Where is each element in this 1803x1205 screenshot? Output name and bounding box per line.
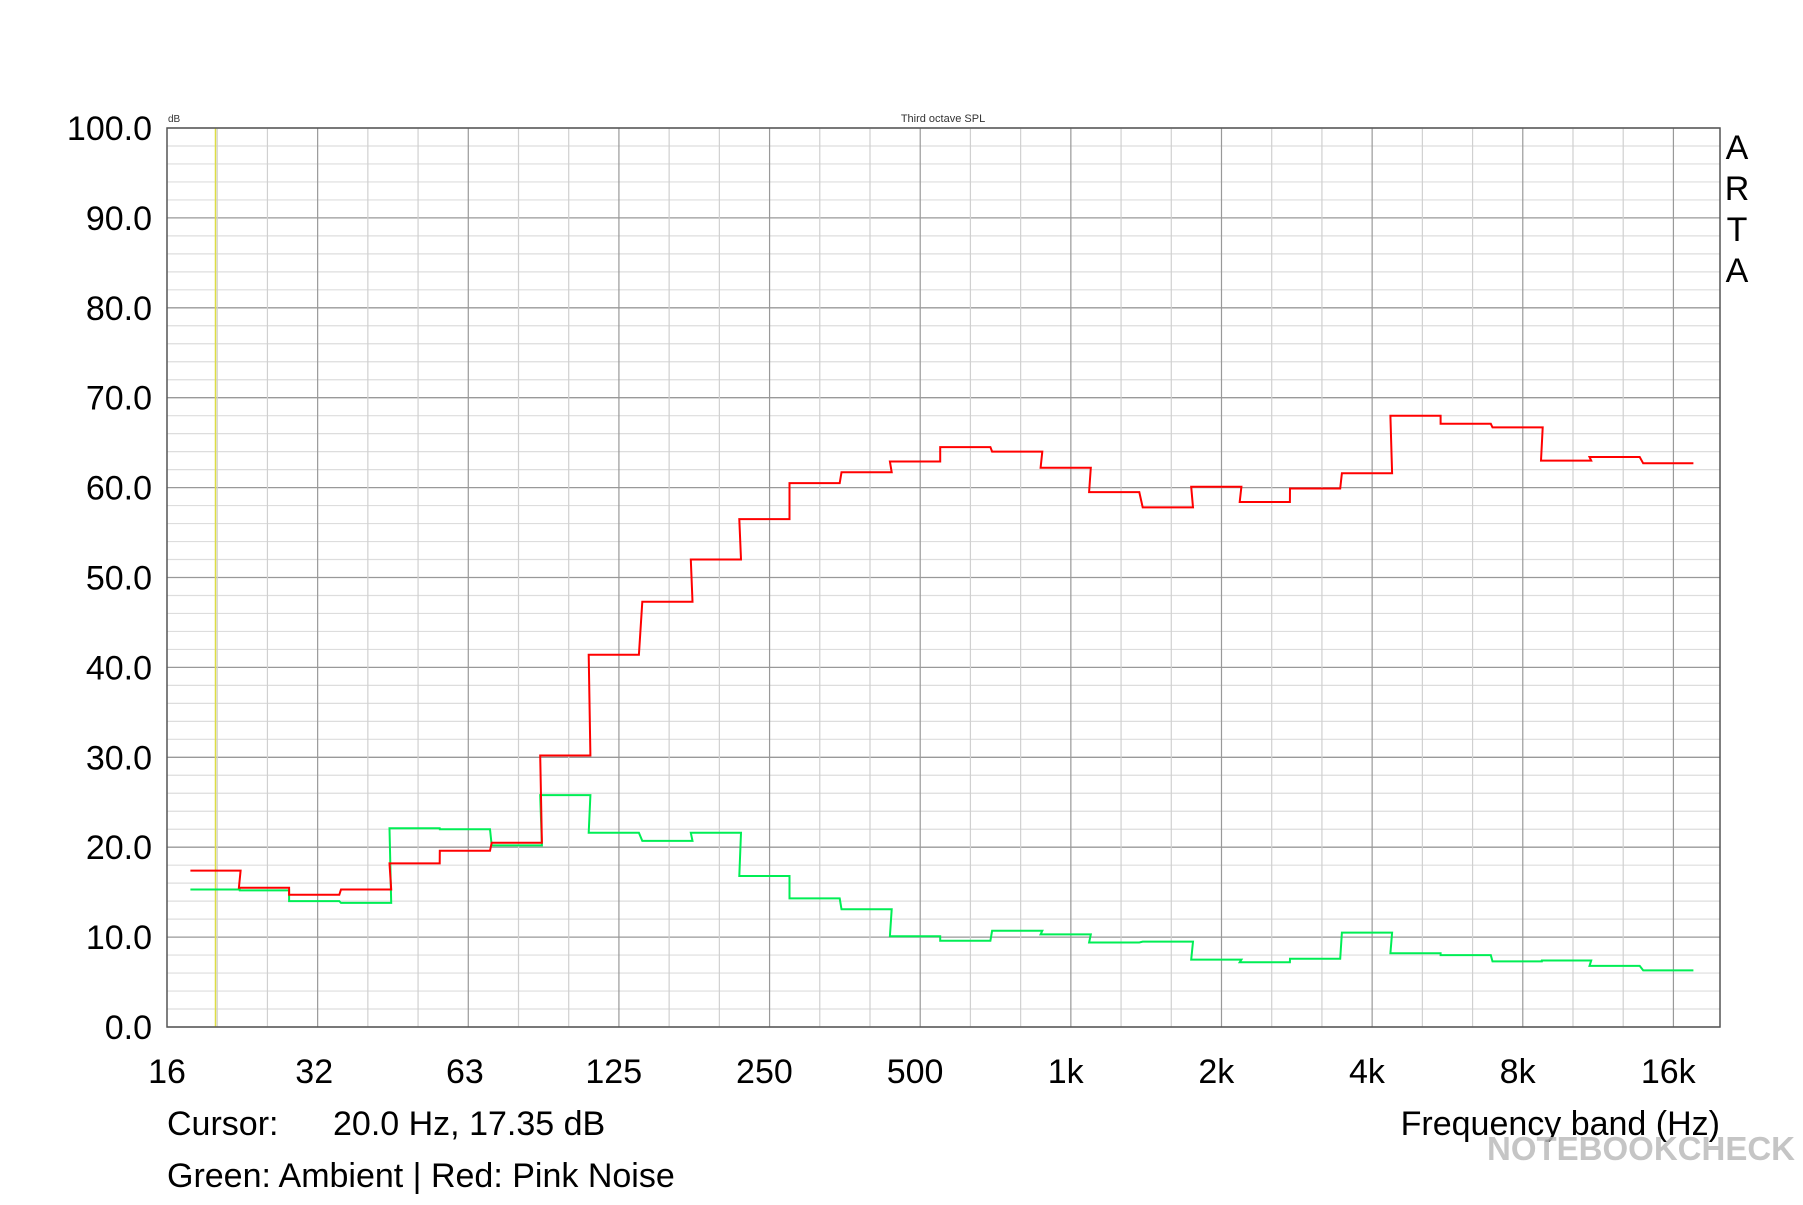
series-ambient	[190, 794, 1694, 972]
x-axis-label: Frequency band (Hz)	[1401, 1105, 1720, 1143]
cursor-label: Cursor:	[167, 1105, 278, 1143]
legend-text: Green: Ambient | Red: Pink Noise	[167, 1157, 675, 1195]
x-tick-label: 16k	[1641, 1053, 1697, 1091]
arta-brand: ARTA	[1724, 129, 1750, 290]
y-tick-label: 70.0	[86, 380, 152, 418]
x-tick-label: 16	[148, 1053, 186, 1091]
series-group	[190, 414, 1694, 972]
cursor-value: 20.0 Hz, 17.35 dB	[333, 1105, 605, 1143]
x-tick-labels: 16 32 63 125 250 500 1k 2k 4k 8k 16k	[148, 1053, 1697, 1091]
plot-frame	[166, 127, 1721, 1028]
y-tick-label: 100.0	[67, 110, 152, 148]
chart-title: Third octave SPL	[901, 113, 985, 125]
y-tick-label: 50.0	[86, 560, 152, 598]
x-tick-label: 1k	[1048, 1053, 1085, 1091]
y-tick-label: 30.0	[86, 739, 152, 777]
x-tick-label: 32	[295, 1053, 333, 1091]
x-tick-label: 8k	[1500, 1053, 1537, 1091]
x-tick-label: 63	[446, 1053, 484, 1091]
y-tick-label: 0.0	[105, 1009, 152, 1047]
y-axis-unit: dB	[168, 114, 181, 125]
y-tick-label: 90.0	[86, 200, 152, 238]
x-tick-label: 250	[736, 1053, 793, 1091]
y-tick-label: 60.0	[86, 470, 152, 508]
x-tick-label: 2k	[1198, 1053, 1235, 1091]
x-tick-label: 125	[585, 1053, 642, 1091]
x-tick-label: 4k	[1349, 1053, 1386, 1091]
y-tick-label: 40.0	[86, 649, 152, 687]
x-tick-label: 500	[887, 1053, 944, 1091]
y-tick-label: 10.0	[86, 919, 152, 957]
y-tick-labels: 0.0 10.0 20.0 30.0 40.0 50.0 60.0 70.0 80.0 90.0 1…	[67, 110, 152, 1047]
y-tick-label: 80.0	[86, 290, 152, 328]
y-tick-label: 20.0	[86, 829, 152, 867]
notebookcheck-watermark: NOTEBOOKCHECK	[1487, 1130, 1795, 1167]
series-pink-noise	[190, 414, 1694, 896]
grid	[167, 127, 1720, 1028]
